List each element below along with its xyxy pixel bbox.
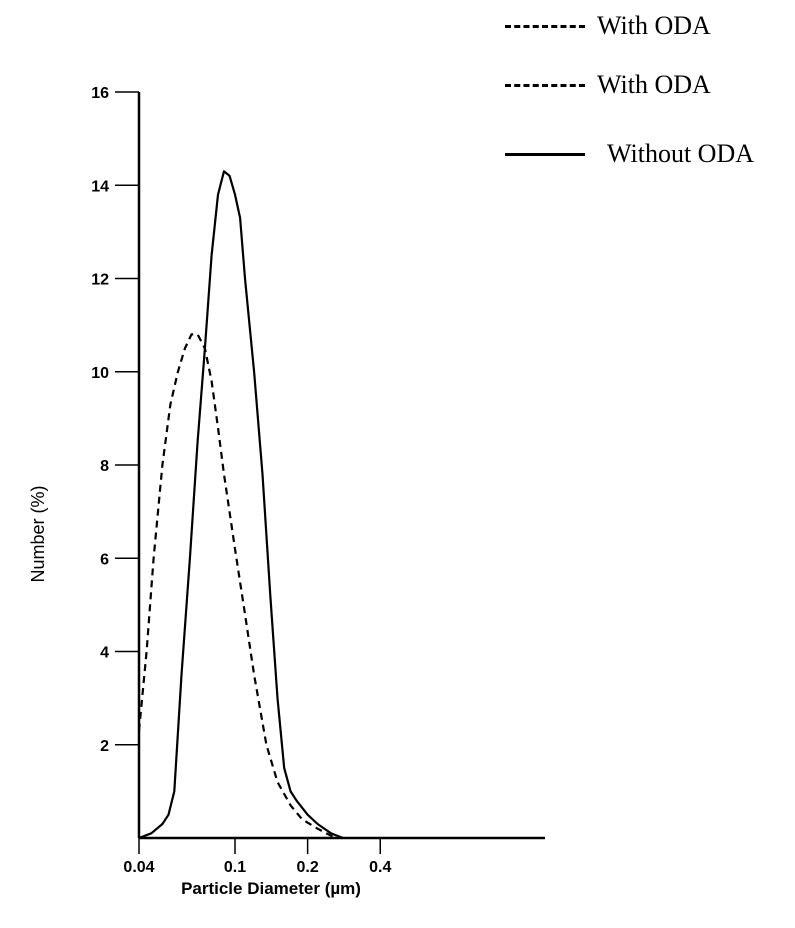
legend-swatch-solid — [505, 152, 585, 156]
legend-label: Without ODA — [607, 139, 754, 168]
y-axis-label: Number (%) — [28, 485, 48, 582]
x-axis-label: Particle Diameter (µm) — [181, 879, 361, 898]
x-axis-ticks: 0.04 0.1 0.2 0.4 — [123, 838, 391, 876]
y-axis-ticks: 2 4 6 8 10 12 14 16 — [91, 85, 139, 755]
legend-item-with-oda-1: With ODA — [505, 8, 711, 44]
legend-swatch-dashed — [505, 83, 585, 87]
legend-item-with-oda-2: With ODA — [505, 67, 711, 103]
x-tick-label: 0.4 — [369, 859, 391, 876]
y-tick-label: 8 — [100, 458, 109, 475]
series-line-without-oda — [138, 170, 344, 840]
x-tick-label: 0.04 — [123, 859, 154, 876]
y-tick-label: 16 — [91, 85, 109, 102]
legend-label: With ODA — [597, 11, 711, 40]
x-tick-label: 0.1 — [224, 859, 246, 876]
y-tick-label: 12 — [91, 272, 109, 289]
y-tick-label: 4 — [100, 645, 109, 662]
y-tick-label: 14 — [91, 178, 109, 195]
series-line-with-oda — [137, 333, 344, 840]
y-tick-label: 10 — [91, 365, 109, 382]
legend-swatch-dashed — [505, 24, 585, 28]
x-tick-label: 0.2 — [296, 859, 318, 876]
y-tick-label: 2 — [100, 738, 109, 755]
legend-item-without-oda: Without ODA — [505, 136, 754, 172]
legend-label: With ODA — [597, 70, 711, 99]
series-layer — [137, 170, 344, 840]
y-tick-label: 6 — [100, 551, 109, 568]
